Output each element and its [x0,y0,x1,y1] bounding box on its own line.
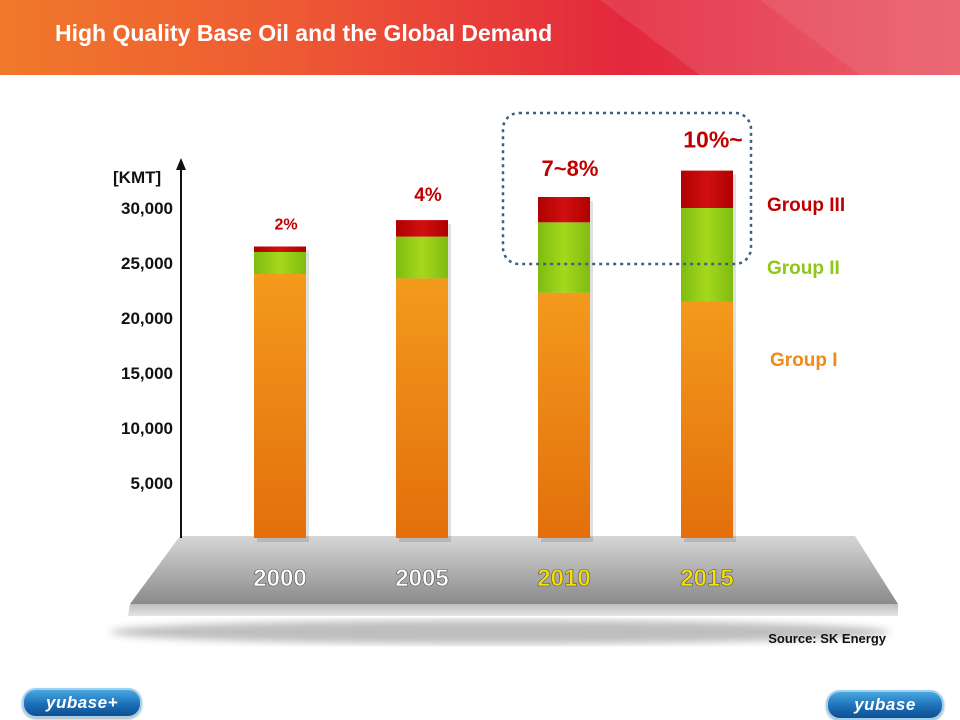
bar-segment-group-ii [396,236,448,279]
platform-front [128,604,898,616]
bar-segment-group-i [538,292,590,538]
x-tick-label: 2010 [537,565,590,592]
page-title: High Quality Base Oil and the Global Dem… [55,20,553,46]
platform-shadow [110,620,890,644]
y-tick-label: 10,000 [121,419,173,438]
bar-segment-group-i [254,274,306,538]
platform-top [130,536,898,604]
bars [254,170,736,542]
share-label: 2% [274,217,297,234]
x-tick-label: 2000 [253,565,306,592]
y-tick-label: 5,000 [130,474,173,493]
header-sheen [600,0,960,75]
bar-segment-group-iii [538,197,590,223]
y-tick-label: 20,000 [121,309,173,328]
share-label: 4% [414,185,442,206]
source-note: Source: SK Energy [768,631,886,646]
y-axis-unit: [KMT] [113,168,161,187]
share-labels: 2% 4% 7~8% 10%~ [274,127,742,234]
yubase-logo: yubase [826,690,944,720]
bar-segment-group-ii [681,208,733,302]
share-label: 7~8% [542,156,599,181]
bar-segment-group-i [396,278,448,538]
yubase-plus-logo: yubase+ [22,688,142,718]
bar-segment-group-iii [396,220,448,237]
legend-group-ii: Group II [767,258,840,279]
legend-group-i: Group I [770,350,838,371]
bar-segment-group-i [681,301,733,538]
x-tick-label: 2005 [395,565,448,592]
legend-group-iii: Group III [767,195,845,216]
y-tick-label: 15,000 [121,364,173,383]
x-tick-labels: 2000 2005 2010 2015 [253,565,734,593]
header-banner: High Quality Base Oil and the Global Dem… [0,0,960,75]
y-tick-label: 25,000 [121,254,173,273]
highlight-box [501,111,753,266]
bar-segment-group-ii [254,252,306,274]
bar-segment-group-iii [254,246,306,252]
x-tick-label: 2015 [680,565,733,592]
y-tick-label: 30,000 [121,199,173,218]
bar-segment-group-ii [538,222,590,293]
y-tick-labels: 5,000 10,000 15,000 20,000 25,000 30,000 [121,199,173,493]
share-label: 10%~ [683,127,742,153]
y-axis-arrow [176,158,186,170]
bar-segment-group-iii [681,170,733,208]
